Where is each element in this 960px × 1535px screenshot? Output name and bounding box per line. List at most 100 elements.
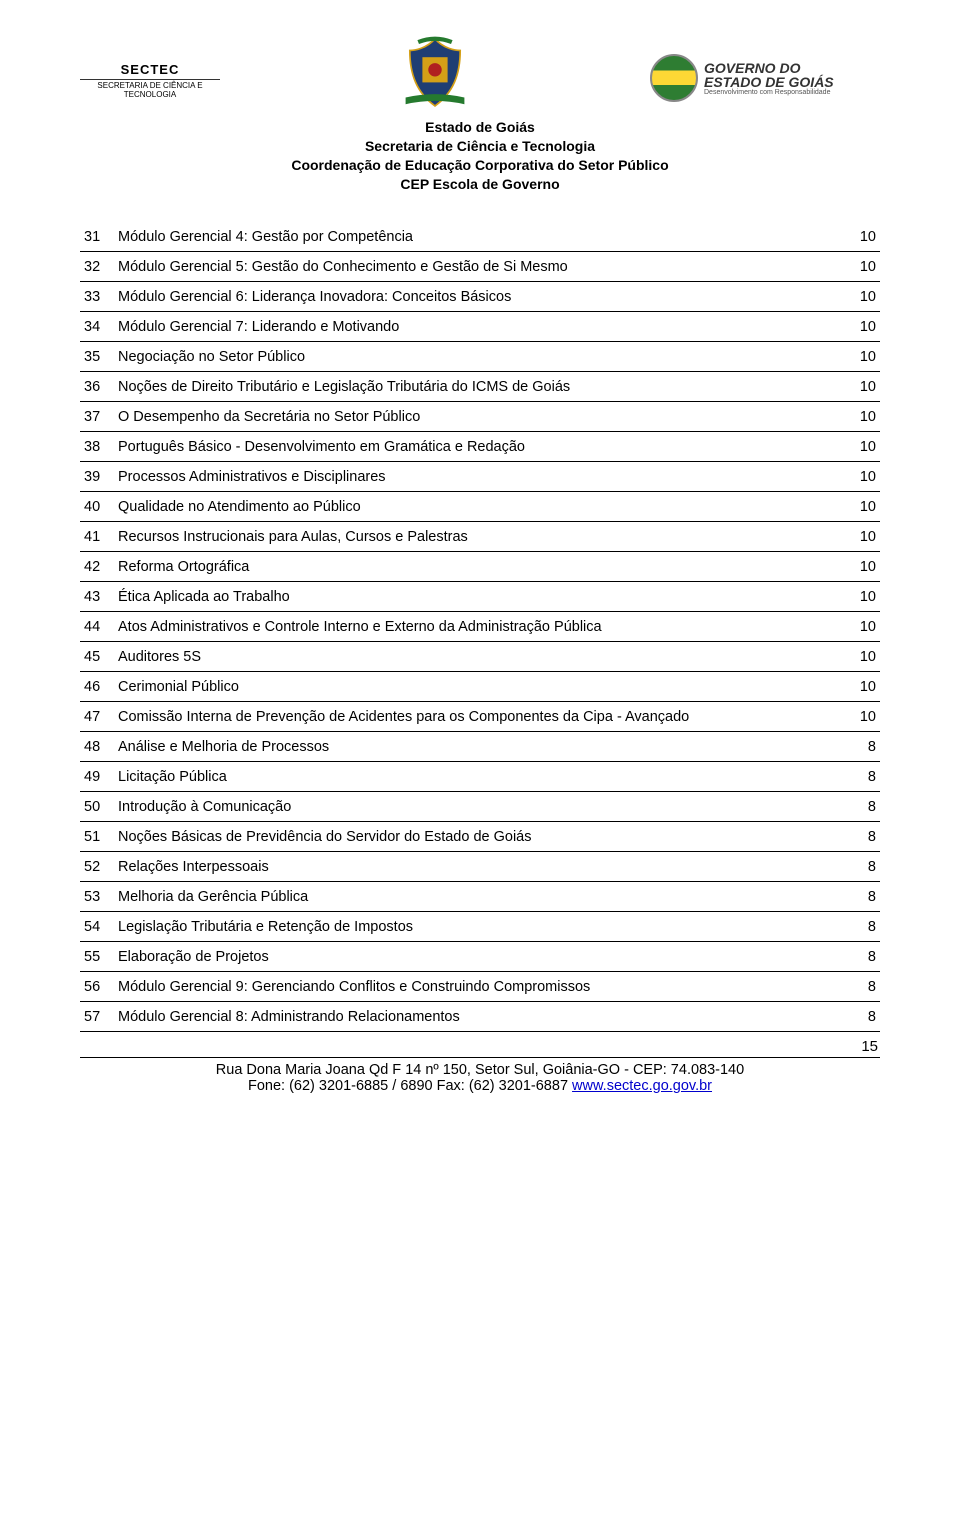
row-label: Relações Interpessoais (114, 851, 836, 881)
row-number: 33 (80, 281, 114, 311)
table-row: 45Auditores 5S10 (80, 641, 880, 671)
table-row: 35Negociação no Setor Público10 (80, 341, 880, 371)
row-number: 44 (80, 611, 114, 641)
row-value: 8 (836, 971, 880, 1001)
row-label: Negociação no Setor Público (114, 341, 836, 371)
row-value: 10 (836, 551, 880, 581)
gov-line2: ESTADO DE GOIÁS (704, 75, 834, 89)
row-label: Atos Administrativos e Controle Interno … (114, 611, 836, 641)
table-row: 57Módulo Gerencial 8: Administrando Rela… (80, 1001, 880, 1031)
row-label: Módulo Gerencial 4: Gestão por Competênc… (114, 222, 836, 252)
table-row: 38Português Básico - Desenvolvimento em … (80, 431, 880, 461)
row-number: 54 (80, 911, 114, 941)
table-row: 54Legislação Tributária e Retenção de Im… (80, 911, 880, 941)
row-value: 8 (836, 791, 880, 821)
row-label: Noções de Direito Tributário e Legislaçã… (114, 371, 836, 401)
row-value: 10 (836, 611, 880, 641)
row-label: Análise e Melhoria de Processos (114, 731, 836, 761)
row-value: 10 (836, 371, 880, 401)
row-number: 56 (80, 971, 114, 1001)
table-row: 34Módulo Gerencial 7: Liderando e Motiva… (80, 311, 880, 341)
table-row: 40Qualidade no Atendimento ao Público10 (80, 491, 880, 521)
row-number: 37 (80, 401, 114, 431)
row-label: Reforma Ortográfica (114, 551, 836, 581)
footer-contact: Fone: (62) 3201-6885 / 6890 Fax: (62) 32… (80, 1078, 880, 1094)
row-number: 36 (80, 371, 114, 401)
row-value: 10 (836, 671, 880, 701)
row-label: Módulo Gerencial 8: Administrando Relaci… (114, 1001, 836, 1031)
flag-icon (650, 54, 698, 102)
sectec-sub: SECRETARIA DE CIÊNCIA E TECNOLOGIA (80, 82, 220, 100)
row-value: 10 (836, 641, 880, 671)
row-number: 48 (80, 731, 114, 761)
gov-text: GOVERNO DO ESTADO DE GOIÁS Desenvolvimen… (704, 61, 834, 96)
title-line: Coordenação de Educação Corporativa do S… (80, 156, 880, 175)
table-row: 53Melhoria da Gerência Pública8 (80, 881, 880, 911)
row-value: 8 (836, 911, 880, 941)
row-number: 53 (80, 881, 114, 911)
row-value: 8 (836, 851, 880, 881)
table-row: 46Cerimonial Público10 (80, 671, 880, 701)
table-row: 41Recursos Instrucionais para Aulas, Cur… (80, 521, 880, 551)
row-number: 42 (80, 551, 114, 581)
row-value: 8 (836, 761, 880, 791)
row-number: 49 (80, 761, 114, 791)
row-value: 10 (836, 251, 880, 281)
row-value: 10 (836, 281, 880, 311)
row-label: Melhoria da Gerência Pública (114, 881, 836, 911)
row-number: 41 (80, 521, 114, 551)
row-label: Processos Administrativos e Disciplinare… (114, 461, 836, 491)
row-value: 10 (836, 431, 880, 461)
row-number: 52 (80, 851, 114, 881)
footer-link[interactable]: www.sectec.go.gov.br (572, 1078, 712, 1094)
gov-line1: GOVERNO DO (704, 61, 834, 75)
row-number: 35 (80, 341, 114, 371)
row-value: 8 (836, 1001, 880, 1031)
table-row: 37O Desempenho da Secretária no Setor Pú… (80, 401, 880, 431)
row-label: Auditores 5S (114, 641, 836, 671)
row-value: 10 (836, 521, 880, 551)
row-value: 8 (836, 941, 880, 971)
table-row: 55Elaboração de Projetos8 (80, 941, 880, 971)
row-label: Recursos Instrucionais para Aulas, Curso… (114, 521, 836, 551)
row-number: 32 (80, 251, 114, 281)
row-label: Módulo Gerencial 5: Gestão do Conhecimen… (114, 251, 836, 281)
page-number: 15 (80, 1038, 880, 1055)
row-number: 43 (80, 581, 114, 611)
table-row: 49Licitação Pública8 (80, 761, 880, 791)
row-label: Introdução à Comunicação (114, 791, 836, 821)
row-number: 47 (80, 701, 114, 731)
header-title: Estado de Goiás Secretaria de Ciência e … (80, 118, 880, 194)
gov-line3: Desenvolvimento com Responsabilidade (704, 89, 834, 96)
title-line: CEP Escola de Governo (80, 175, 880, 194)
row-number: 55 (80, 941, 114, 971)
row-label: Qualidade no Atendimento ao Público (114, 491, 836, 521)
row-label: Português Básico - Desenvolvimento em Gr… (114, 431, 836, 461)
row-value: 10 (836, 222, 880, 252)
table-row: 39Processos Administrativos e Disciplina… (80, 461, 880, 491)
row-value: 8 (836, 821, 880, 851)
row-number: 39 (80, 461, 114, 491)
table-row: 56Módulo Gerencial 9: Gerenciando Confli… (80, 971, 880, 1001)
row-value: 8 (836, 731, 880, 761)
table-row: 51Noções Básicas de Previdência do Servi… (80, 821, 880, 851)
row-label: Noções Básicas de Previdência do Servido… (114, 821, 836, 851)
footer: Rua Dona Maria Joana Qd F 14 nº 150, Set… (80, 1057, 880, 1094)
row-value: 10 (836, 581, 880, 611)
table-row: 44Atos Administrativos e Controle Intern… (80, 611, 880, 641)
table-row: 31Módulo Gerencial 4: Gestão por Competê… (80, 222, 880, 252)
footer-address: Rua Dona Maria Joana Qd F 14 nº 150, Set… (80, 1062, 880, 1078)
table-row: 42Reforma Ortográfica10 (80, 551, 880, 581)
row-label: Ética Aplicada ao Trabalho (114, 581, 836, 611)
logo-governo: GOVERNO DO ESTADO DE GOIÁS Desenvolvimen… (650, 30, 880, 102)
row-number: 57 (80, 1001, 114, 1031)
row-value: 10 (836, 311, 880, 341)
title-line: Secretaria de Ciência e Tecnologia (80, 137, 880, 156)
row-number: 40 (80, 491, 114, 521)
row-label: Legislação Tributária e Retenção de Impo… (114, 911, 836, 941)
table-row: 32Módulo Gerencial 5: Gestão do Conhecim… (80, 251, 880, 281)
row-label: Módulo Gerencial 7: Liderando e Motivand… (114, 311, 836, 341)
row-number: 46 (80, 671, 114, 701)
course-table: 31Módulo Gerencial 4: Gestão por Competê… (80, 222, 880, 1032)
table-row: 33Módulo Gerencial 6: Liderança Inovador… (80, 281, 880, 311)
